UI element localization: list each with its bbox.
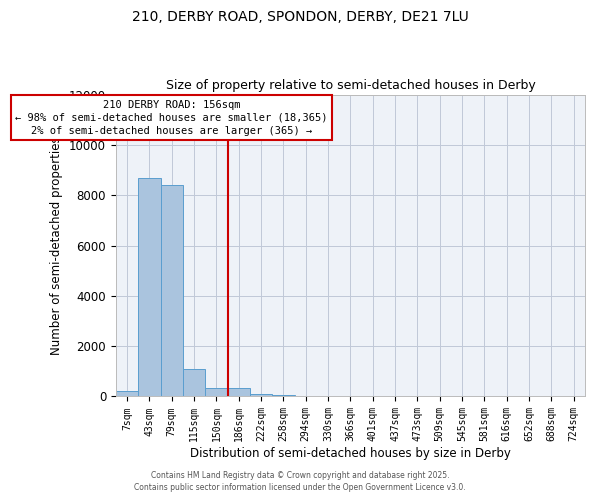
Bar bbox=[272, 395, 295, 396]
Bar bbox=[250, 394, 272, 396]
Text: 210 DERBY ROAD: 156sqm
← 98% of semi-detached houses are smaller (18,365)
2% of : 210 DERBY ROAD: 156sqm ← 98% of semi-det… bbox=[16, 100, 328, 136]
Bar bbox=[138, 178, 161, 396]
X-axis label: Distribution of semi-detached houses by size in Derby: Distribution of semi-detached houses by … bbox=[190, 447, 511, 460]
Text: 210, DERBY ROAD, SPONDON, DERBY, DE21 7LU: 210, DERBY ROAD, SPONDON, DERBY, DE21 7L… bbox=[131, 10, 469, 24]
Bar bbox=[183, 369, 205, 396]
Y-axis label: Number of semi-detached properties: Number of semi-detached properties bbox=[50, 136, 64, 355]
Bar bbox=[116, 392, 138, 396]
Text: Contains HM Land Registry data © Crown copyright and database right 2025.
Contai: Contains HM Land Registry data © Crown c… bbox=[134, 471, 466, 492]
Bar bbox=[205, 388, 227, 396]
Bar bbox=[161, 185, 183, 396]
Bar bbox=[227, 388, 250, 396]
Title: Size of property relative to semi-detached houses in Derby: Size of property relative to semi-detach… bbox=[166, 79, 535, 92]
